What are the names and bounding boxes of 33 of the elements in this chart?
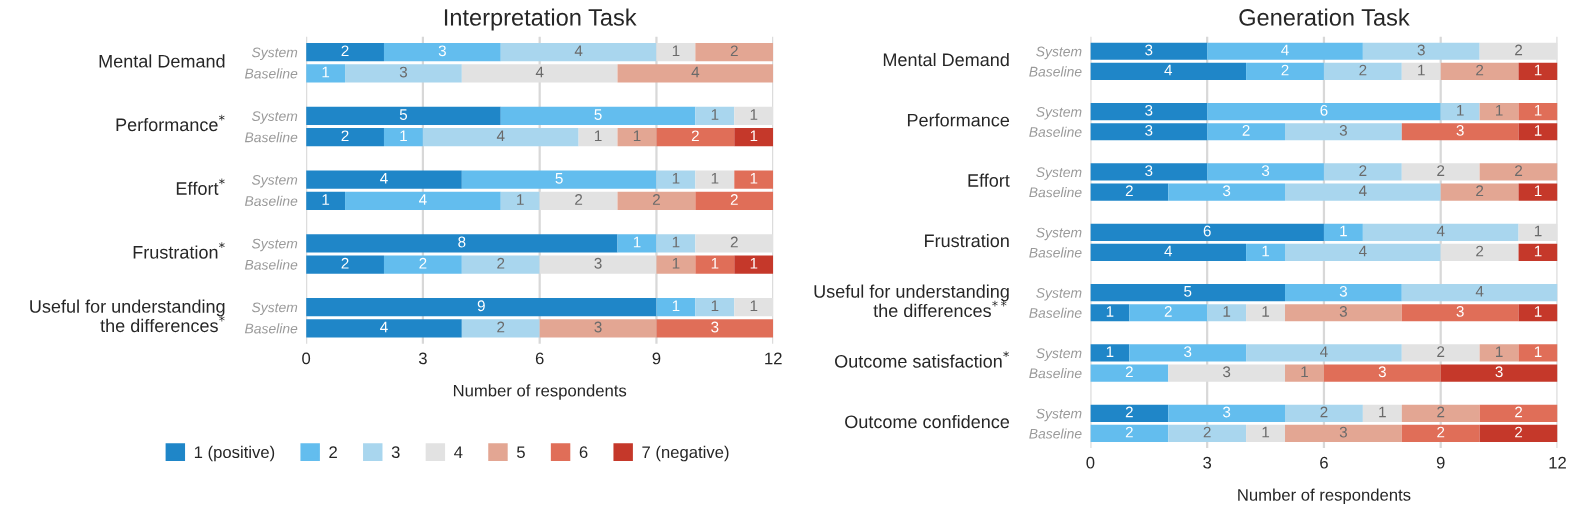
x-tick-label: 0 <box>1086 456 1095 469</box>
legend-label: 2 <box>329 446 337 458</box>
chart-title: Interpretation Task <box>444 8 637 31</box>
text: Mental Demand <box>99 54 225 68</box>
text: Effort$^{*}$ <box>176 178 225 195</box>
text: Useful for understanding the differences$^{**}$ <box>814 284 1009 318</box>
text: Frustration$^{*}$ <box>133 242 225 259</box>
text: Useful for understanding the differences$^{*}$ <box>30 299 225 333</box>
legend-label: 4 <box>454 446 463 458</box>
x-tick-label: 6 <box>1320 456 1328 469</box>
legend-label: 6 <box>579 446 588 459</box>
legend-label: 1 (positive) <box>194 445 275 462</box>
legend-label: 5 <box>516 446 525 459</box>
legend-label: 3 <box>391 446 400 459</box>
text: Mental Demand <box>883 52 1009 67</box>
text: Performance <box>907 113 1010 127</box>
legend-label: 7 (negative) <box>642 445 729 462</box>
text: Effort <box>968 173 1010 187</box>
text: Frustration <box>925 233 1009 248</box>
x-axis-title: Number of respondents <box>453 384 627 400</box>
x-tick-label: 12 <box>765 352 782 365</box>
x-tick-label: 9 <box>1436 456 1445 469</box>
chart-title: Generation Task <box>1239 8 1410 26</box>
x-tick-label: 3 <box>418 352 427 365</box>
x-tick-label: 12 <box>1549 456 1566 469</box>
x-tick-label: 9 <box>652 352 661 365</box>
text: Performance$^{*}$ <box>116 114 225 132</box>
x-tick-label: 0 <box>302 352 311 365</box>
x-axis-title: Number of respondents <box>1238 488 1411 505</box>
x-tick-label: 3 <box>1203 456 1212 469</box>
x-tick-label: 6 <box>535 352 544 365</box>
text: Outcome satisfaction$^{*}$ <box>835 351 1009 368</box>
text: Outcome confidence <box>845 414 1010 429</box>
